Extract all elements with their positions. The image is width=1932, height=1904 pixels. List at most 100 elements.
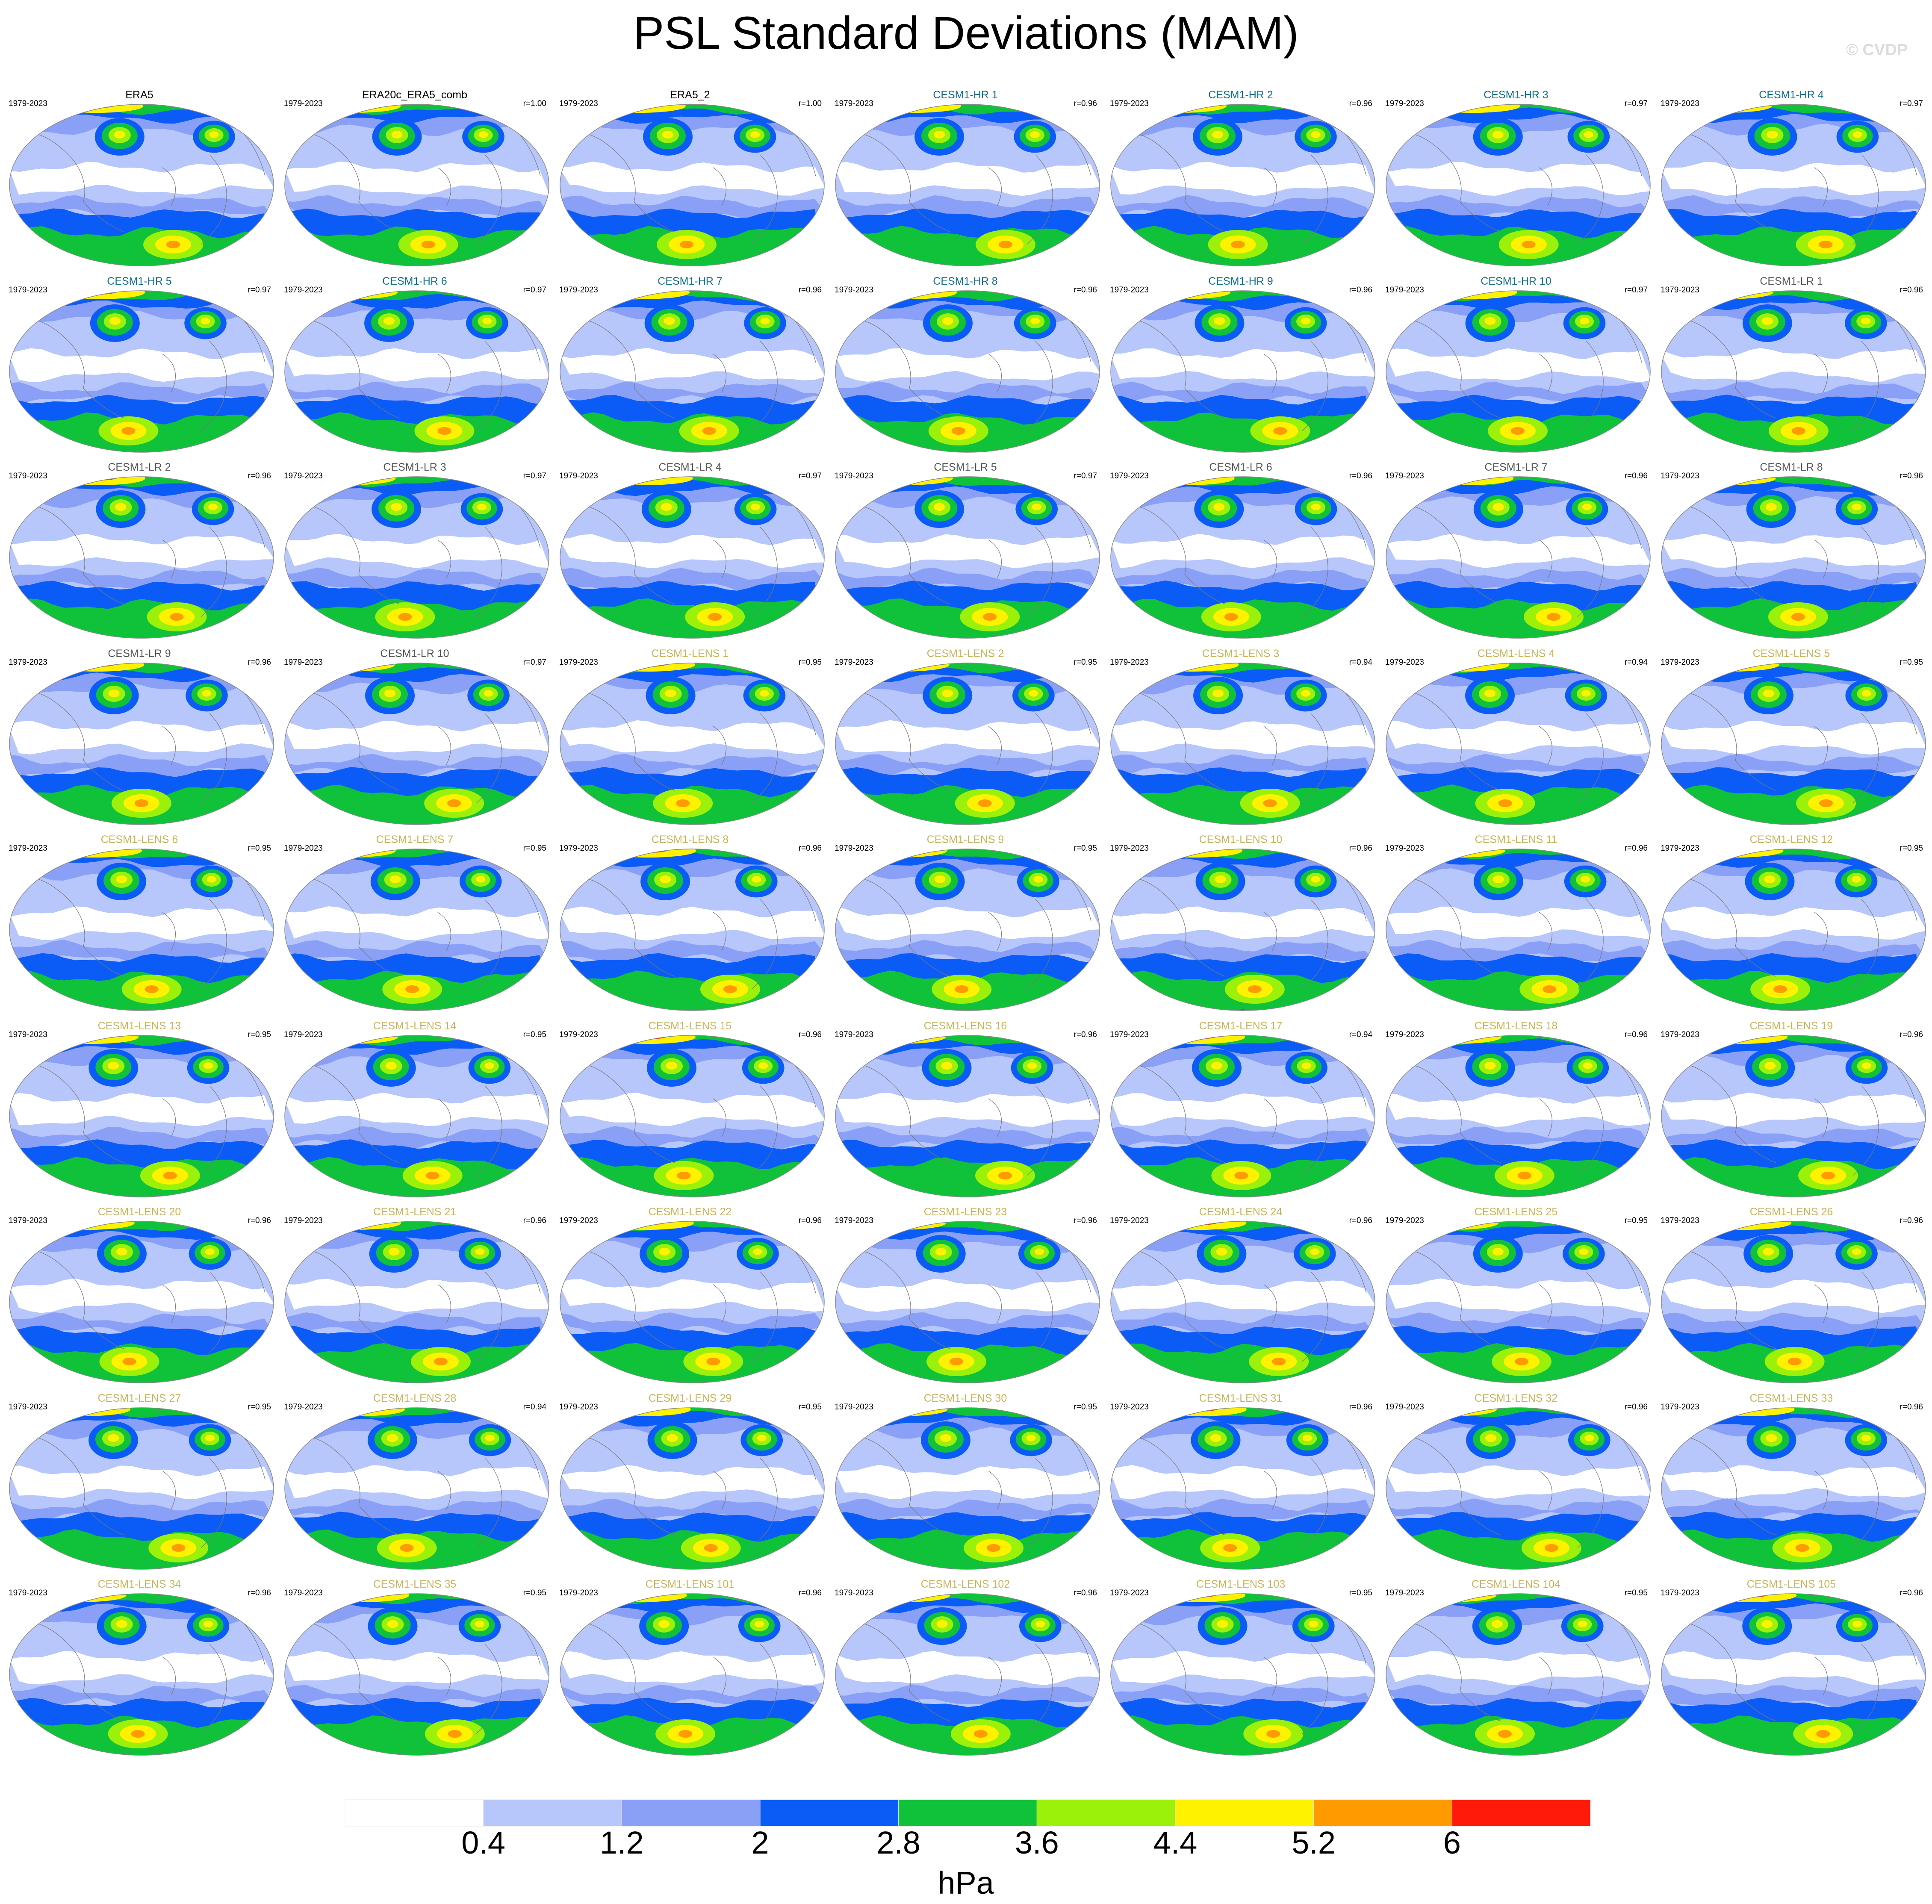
panel-correlation: r=0.96	[1074, 1030, 1097, 1039]
field-arctic	[1437, 849, 1479, 853]
panel-period: 1979-2023	[9, 1030, 47, 1039]
field-centre	[475, 1248, 485, 1255]
panel: 1979-2023 CESM1-LENS 104 r=0.95	[1378, 1575, 1654, 1759]
field-band	[285, 195, 549, 221]
field-tropics	[1661, 1092, 1926, 1127]
coastline	[1026, 713, 1053, 803]
field-centre	[205, 1248, 215, 1255]
coastline	[751, 1458, 778, 1548]
field-arctic	[333, 1221, 375, 1225]
panel-map	[9, 476, 274, 639]
field-centre	[208, 504, 218, 510]
panel: 1979-2023 CESM1-LENS 21 r=0.96	[277, 1203, 552, 1386]
panel-title: CESM1-LR 8	[1760, 461, 1823, 473]
field-band	[560, 1407, 824, 1427]
field-centre	[171, 1544, 186, 1552]
coastline	[1539, 1098, 1552, 1137]
coastline	[162, 354, 176, 392]
coastline	[1263, 167, 1277, 206]
field-centre	[389, 875, 401, 883]
field-band	[1111, 1684, 1375, 1711]
field-tropics	[9, 1093, 274, 1126]
field-arctic	[885, 477, 926, 480]
panel-map	[9, 1593, 274, 1756]
panel: 1979-2023 CESM1-LR 10 r=0.97	[277, 644, 552, 828]
field-band	[1386, 849, 1650, 869]
panel-map	[1386, 1221, 1651, 1383]
panel-correlation: r=0.95	[1349, 1589, 1372, 1597]
field-tropics	[1661, 906, 1926, 940]
field-band	[9, 1035, 274, 1046]
field-centre	[998, 1171, 1012, 1179]
panel-title: CESM1-HR 1	[933, 89, 998, 101]
field-centre	[1819, 799, 1833, 807]
field-centre	[934, 131, 945, 139]
panel-period: 1979-2023	[284, 844, 323, 853]
field-arctic	[882, 663, 923, 667]
field-centre	[1215, 875, 1226, 883]
panel-map	[835, 1593, 1100, 1756]
panel-correlation: r=0.97	[798, 472, 822, 480]
field-centre	[1791, 613, 1805, 621]
map-border	[835, 1407, 1100, 1570]
coastline	[1026, 899, 1053, 990]
coastline	[1735, 1505, 1776, 1536]
coastline	[1263, 539, 1277, 579]
field-centre	[1761, 317, 1773, 325]
field-centre	[116, 1248, 127, 1256]
coastline	[1852, 1085, 1879, 1176]
panel-map	[835, 104, 1100, 266]
panel-title: ERA20c_ERA5_comb	[362, 89, 467, 101]
panel-correlation: r=0.95	[798, 1402, 822, 1412]
panel-map	[9, 849, 274, 1011]
panel-period: 1979-2023	[284, 657, 323, 667]
coastline	[358, 946, 400, 977]
field-centre	[425, 1171, 439, 1179]
panel: 1979-2023 CESM1-LENS 25 r=0.95	[1378, 1203, 1654, 1386]
field-tropics	[9, 1651, 274, 1685]
field-centre	[434, 1358, 448, 1365]
field-tropics	[1111, 1651, 1375, 1685]
panel: 1979-2023 CESM1-LENS 4 r=0.94	[1378, 644, 1654, 828]
panel-period: 1979-2023	[9, 844, 47, 853]
field-centre	[1484, 689, 1496, 697]
field-centre	[940, 1434, 951, 1442]
coastline	[1026, 1271, 1053, 1362]
field-tropics	[285, 161, 549, 196]
field-arctic	[342, 1594, 383, 1597]
panel-correlation: r=0.95	[523, 844, 546, 853]
coastline	[1302, 341, 1328, 431]
panel: 1979-2023 CESM1-LENS 19 r=0.96	[1654, 1017, 1929, 1200]
field-centre	[1764, 1061, 1776, 1070]
field-centre	[759, 690, 769, 697]
field-arctic	[879, 849, 921, 853]
coastline	[1735, 1318, 1776, 1349]
coastline	[988, 354, 1002, 392]
map-border	[9, 849, 274, 1011]
field-band	[9, 1221, 274, 1231]
field-band	[560, 1221, 824, 1241]
panel-period: 1979-2023	[559, 1216, 598, 1225]
field-tropics	[560, 1092, 824, 1127]
panel-map	[284, 476, 549, 639]
field-tropics	[285, 533, 549, 568]
map-border	[1661, 662, 1926, 825]
panel-period: 1979-2023	[835, 844, 873, 853]
panel-map	[835, 1221, 1100, 1383]
field-tropics	[1661, 720, 1926, 755]
field-centre	[1763, 1248, 1774, 1256]
panel-correlation: r=0.95	[248, 1402, 271, 1412]
field-centre	[206, 876, 216, 883]
panel-map	[1386, 290, 1651, 453]
panel: 1979-2023 CESM1-LENS 7 r=0.95	[277, 830, 552, 1014]
field-centre	[1515, 1358, 1529, 1365]
field-tropics	[560, 1279, 824, 1312]
panel-correlation: r=0.94	[1349, 1030, 1372, 1039]
field-centre	[660, 875, 671, 883]
field-centre	[108, 1434, 119, 1442]
field-band	[835, 104, 1100, 115]
panel-map	[560, 1035, 825, 1197]
panel-period: 1979-2023	[9, 1216, 47, 1225]
panel-period: 1979-2023	[1385, 657, 1424, 667]
map-border	[560, 1035, 825, 1197]
